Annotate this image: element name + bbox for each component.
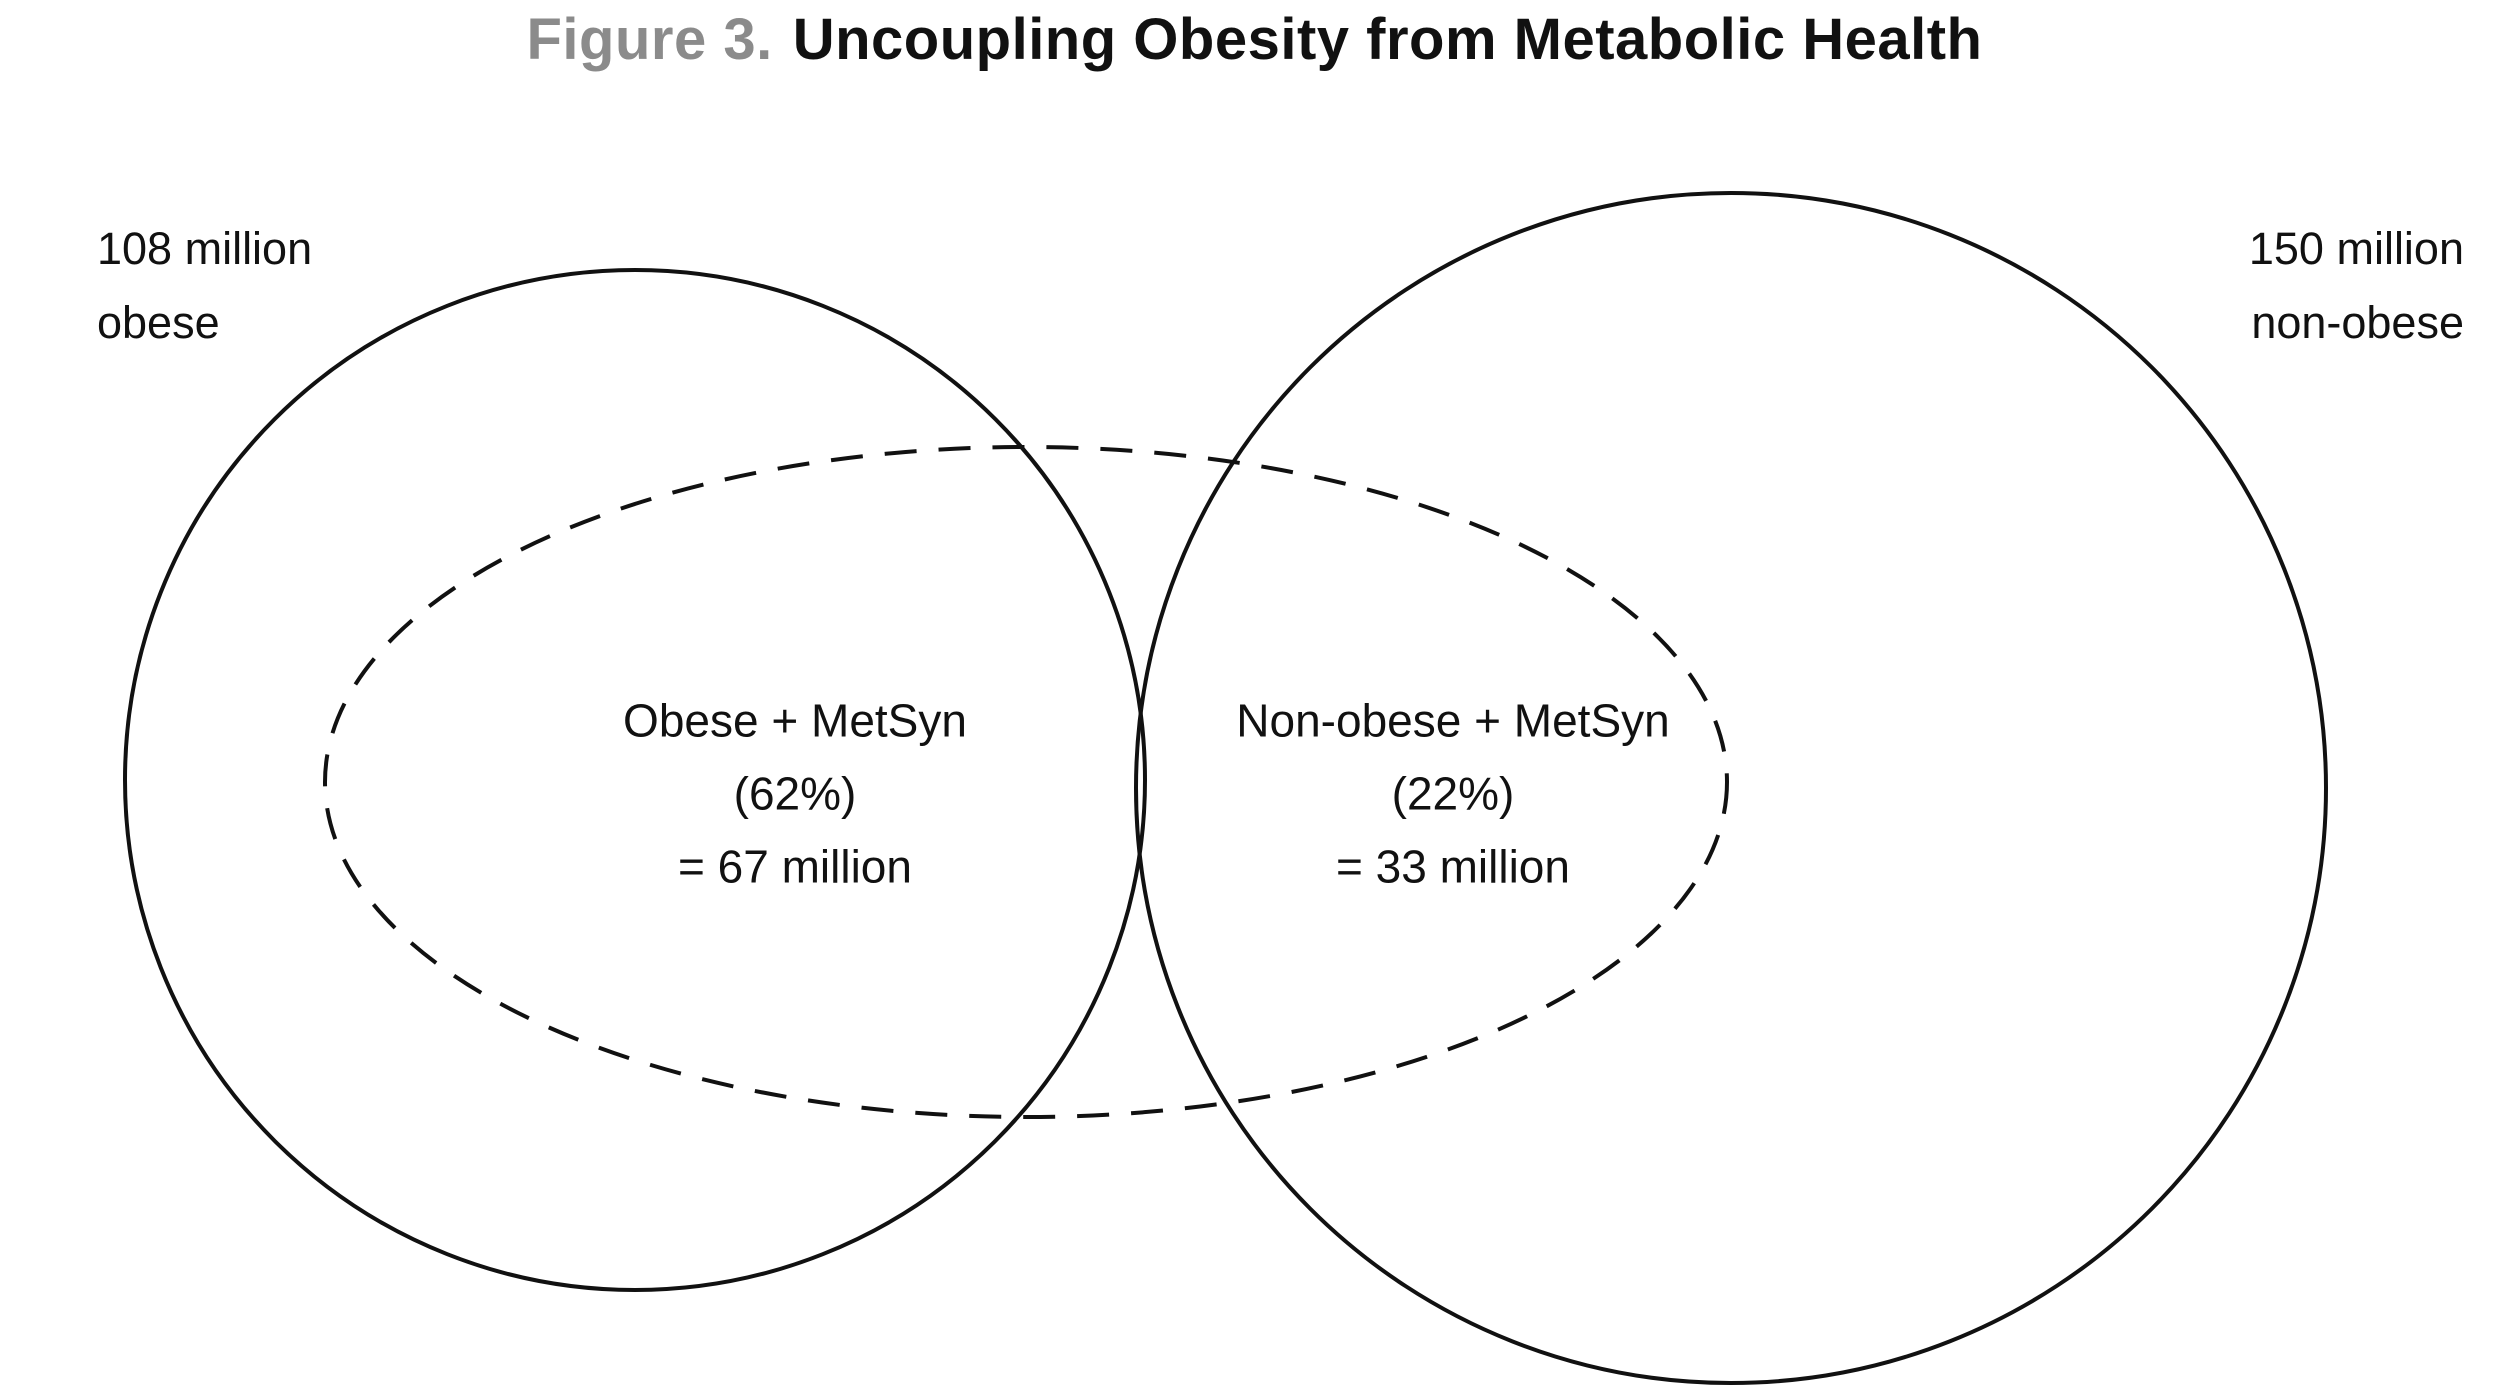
- figure-title-main: Uncoupling Obesity from Metabolic Health: [792, 7, 1983, 72]
- obese-metsyn-region-label: Obese + MetSyn (62%) = 67 million: [623, 685, 967, 904]
- metsyn-dashed-ellipse: [323, 445, 1729, 1119]
- non-obese-metsyn-line2: (22%): [1391, 767, 1515, 820]
- obese-metsyn-line1: Obese + MetSyn: [623, 694, 967, 747]
- obese-set-label-line1: 108 million: [97, 223, 313, 274]
- non-obese-set-label-line2: non-obese: [2251, 297, 2464, 348]
- non-obese-metsyn-region-label: Non-obese + MetSyn (22%) = 33 million: [1236, 685, 1669, 904]
- figure-title-prefix: Figure 3.: [526, 7, 773, 72]
- non-obese-set-label-line1: 150 million: [2248, 223, 2464, 274]
- non-obese-circle: [1134, 191, 2328, 1385]
- obese-set-label: 108 million obese: [97, 212, 312, 360]
- figure-title: Figure 3. Uncoupling Obesity from Metabol…: [0, 6, 2509, 73]
- non-obese-metsyn-line1: Non-obese + MetSyn: [1236, 694, 1670, 747]
- obese-circle: [123, 268, 1147, 1292]
- obese-set-label-line2: obese: [97, 297, 220, 348]
- non-obese-metsyn-line3: = 33 million: [1336, 840, 1570, 893]
- non-obese-set-label: 150 million non-obese: [2249, 212, 2464, 360]
- obese-metsyn-line3: = 67 million: [678, 840, 912, 893]
- obese-metsyn-line2: (62%): [733, 767, 857, 820]
